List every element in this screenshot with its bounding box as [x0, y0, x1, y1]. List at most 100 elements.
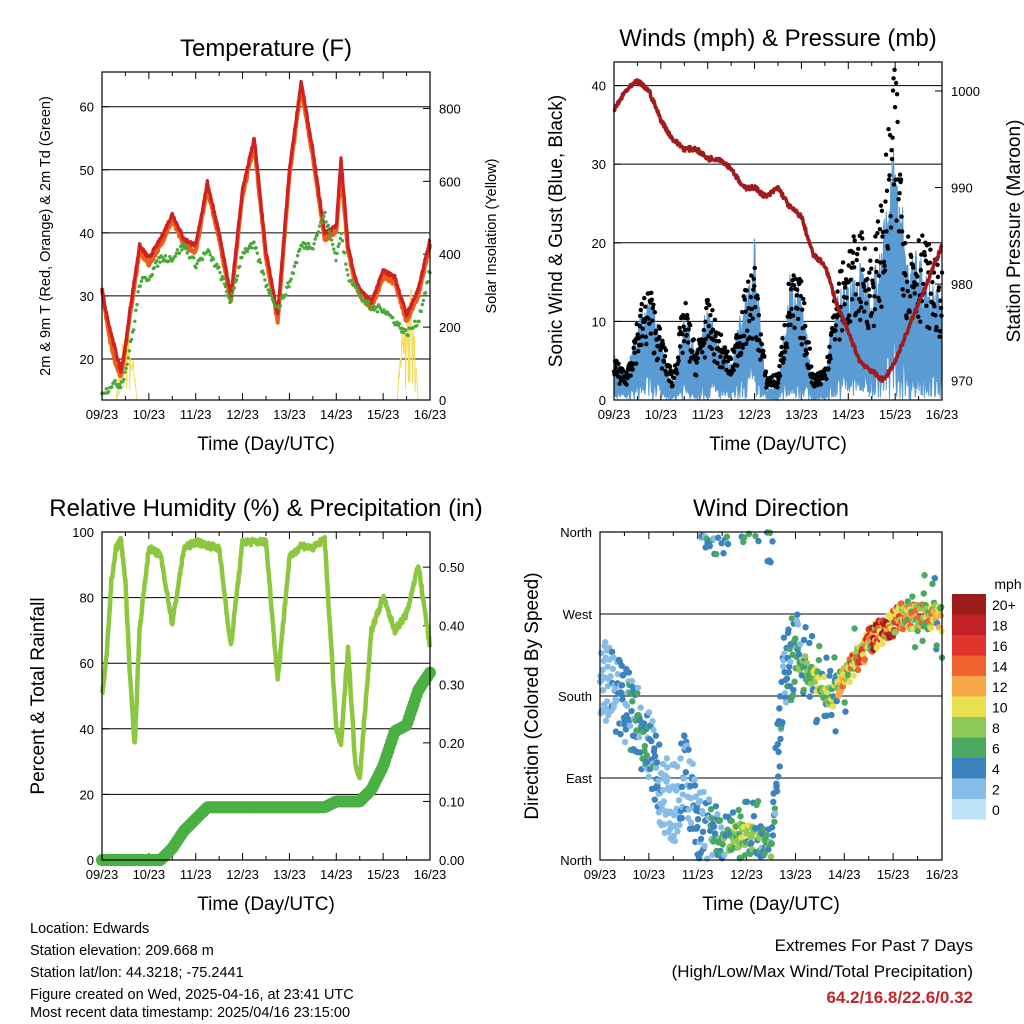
dewpoint-point	[135, 302, 139, 307]
gust-point	[737, 341, 742, 346]
dewpoint-point	[255, 251, 259, 255]
legend-label: 16	[992, 638, 1008, 654]
gust-point	[638, 307, 643, 313]
gust-point	[706, 333, 711, 339]
wind-direction-point	[842, 708, 849, 715]
gust-point	[878, 260, 883, 265]
gust-point	[746, 279, 751, 284]
dewpoint-point	[289, 277, 293, 281]
gust-point	[642, 319, 647, 324]
gust-point	[662, 354, 668, 359]
wind-direction-point	[735, 806, 742, 814]
gust-point	[648, 331, 654, 336]
wind-direction-point	[718, 824, 725, 831]
wind-direction-point	[634, 684, 642, 691]
wind-direction-point	[671, 837, 679, 845]
dewpoint-point	[296, 253, 300, 258]
gust-point	[818, 382, 824, 387]
gust-point	[639, 301, 644, 307]
wind-direction-point	[816, 642, 823, 650]
wind-direction-point	[700, 788, 707, 796]
gust-point	[889, 147, 894, 153]
dewpoint-point	[163, 253, 168, 258]
x-tick-label: 15/23	[879, 407, 912, 422]
dewpoint-point	[211, 257, 216, 261]
gust-point	[794, 293, 799, 298]
dewpoint-point	[173, 254, 177, 259]
gust-point	[865, 276, 870, 282]
gust-point	[898, 177, 904, 182]
gust-point	[875, 219, 881, 224]
gust-point	[918, 319, 923, 324]
gust-point	[658, 347, 663, 353]
gust-point	[863, 288, 868, 293]
gust-point	[674, 371, 680, 376]
wind-direction-point	[921, 572, 928, 579]
gust-point	[924, 303, 929, 308]
gust-point	[901, 293, 906, 298]
dewpoint-point	[136, 290, 140, 294]
y-axis-label: Sonic Wind & Gust (Blue, Black)	[546, 95, 567, 367]
dewpoint-point	[362, 299, 367, 303]
gust-point	[709, 346, 715, 351]
x-tick-label: 12/23	[226, 407, 259, 422]
dewpoint-point	[349, 278, 353, 283]
dewpoint-point	[367, 300, 371, 304]
gust-point	[775, 385, 780, 390]
legend-label: 18	[992, 618, 1008, 634]
gust-point	[706, 323, 712, 329]
gust-point	[836, 281, 842, 286]
wind-direction-point	[628, 677, 636, 685]
dewpoint-point	[180, 248, 184, 252]
wind-direction-point	[635, 734, 643, 741]
wind-direction-point	[783, 675, 791, 682]
chart-title: Winds (mph) & Pressure (mb)	[619, 25, 936, 52]
gust-point	[710, 307, 715, 313]
gust-point	[725, 349, 730, 354]
wind-direction-point	[776, 705, 783, 712]
gust-point	[883, 152, 889, 157]
dewpoint-point	[344, 262, 348, 266]
wind-direction-point	[676, 821, 683, 829]
dewpoint-point	[291, 271, 296, 276]
gust-point	[839, 268, 844, 274]
y2-tick-label: 0.10	[439, 794, 464, 809]
gust-point	[681, 324, 686, 329]
dewpoint-point	[320, 220, 324, 225]
gust-point	[824, 376, 829, 382]
wind-direction-point	[774, 740, 782, 748]
x-tick-label: 14/23	[320, 867, 353, 882]
gust-point	[877, 298, 882, 304]
wind-direction-point	[780, 634, 788, 641]
dewpoint-point	[334, 258, 338, 263]
wind-direction-point	[904, 598, 911, 605]
wind-direction-point	[706, 542, 714, 550]
x-axis-label: Time (Day/UTC)	[197, 434, 335, 455]
wind-direction-point	[879, 640, 886, 647]
wind-direction-point	[760, 826, 767, 833]
dewpoint-point	[175, 248, 180, 252]
wind-direction-point	[755, 537, 762, 545]
gust-point	[663, 368, 668, 374]
wind-direction-point	[602, 638, 609, 646]
gust-point	[846, 263, 851, 268]
wind-direction-point	[844, 671, 852, 679]
x-tick-label: 12/23	[226, 867, 259, 882]
dewpoint-point	[303, 242, 308, 246]
gust-point	[682, 327, 688, 333]
x-tick-label: 14/23	[320, 407, 353, 422]
wind-direction-point	[653, 764, 660, 771]
gust-point	[892, 67, 897, 73]
dewpoint-point	[337, 242, 341, 246]
extremes-subheading: (High/Low/Max Wind/Total Precipitation)	[671, 962, 973, 981]
dewpoint-point	[139, 279, 144, 283]
gust-point	[617, 381, 622, 387]
dewpoint-point	[287, 284, 291, 289]
wind-direction-point	[703, 855, 711, 862]
wind-direction-point	[670, 832, 677, 840]
gust-point	[922, 249, 927, 255]
y2-tick-label: 0.00	[439, 853, 464, 868]
wind-direction-point	[617, 730, 624, 738]
dewpoint-point	[313, 237, 317, 241]
dewpoint-point	[240, 255, 244, 260]
